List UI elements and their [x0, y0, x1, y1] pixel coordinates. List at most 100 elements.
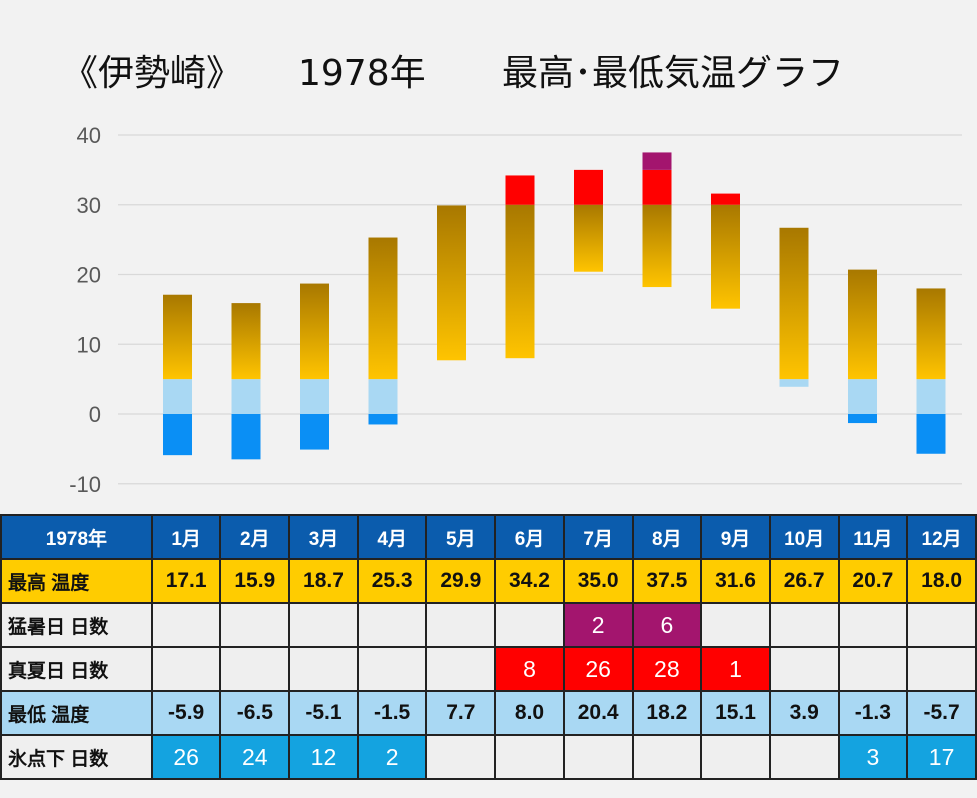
header-month: 9月 — [700, 514, 771, 560]
bars — [163, 152, 946, 460]
table-cell: 2 — [562, 602, 634, 648]
table-cell — [356, 602, 428, 648]
table-cell: 8.0 — [494, 690, 565, 736]
table-cell — [768, 734, 840, 780]
table-cell — [288, 646, 359, 692]
table-cell: 7.7 — [425, 690, 497, 736]
row-label: 氷点下 日数 — [0, 734, 153, 780]
table-cell: 37.5 — [631, 558, 703, 604]
bar-segment-cool — [848, 379, 877, 414]
table-cell — [219, 646, 291, 692]
table-cell: 18.7 — [288, 558, 359, 604]
table-cell — [906, 646, 977, 692]
bar-segment-warm — [779, 227, 809, 380]
title-location: 《伊勢崎》 — [62, 53, 243, 94]
bar-segment-warm — [711, 204, 740, 309]
month-bar — [574, 169, 603, 272]
bar-segment-warm — [231, 303, 261, 380]
header-month: 2月 — [219, 514, 291, 560]
table-cell: 3.9 — [768, 690, 840, 736]
header-month: 5月 — [425, 514, 497, 560]
table-cell: 8 — [494, 646, 565, 692]
bar-segment-warm — [163, 294, 192, 380]
month-bar — [231, 303, 261, 460]
table-cell — [425, 734, 497, 780]
month-bar — [437, 205, 466, 361]
table-cell — [219, 602, 291, 648]
table-cell — [425, 602, 497, 648]
table-cell — [837, 646, 909, 692]
bar-segment-manatsu — [505, 175, 535, 205]
month-bar — [368, 237, 398, 425]
header-month: 8月 — [631, 514, 703, 560]
table-cell — [700, 602, 771, 648]
bar-segment-freezing — [916, 414, 946, 454]
month-bar — [163, 294, 192, 456]
month-bar — [779, 227, 809, 387]
table-cell: -1.5 — [356, 690, 428, 736]
temperature-bar-chart: 40 30 20 10 0 -10 — [69, 123, 962, 497]
table-cell: 18.2 — [631, 690, 703, 736]
bar-segment-warm — [642, 204, 672, 288]
row-label: 最高 温度 — [0, 558, 153, 604]
table-cell: 18.0 — [906, 558, 977, 604]
table-cell: 35.0 — [562, 558, 634, 604]
table-cell — [700, 734, 771, 780]
header-month: 4月 — [356, 514, 428, 560]
header-month: 10月 — [768, 514, 840, 560]
month-bar — [642, 152, 672, 288]
header-month: 7月 — [562, 514, 634, 560]
bar-segment-cool — [300, 379, 329, 414]
month-bar — [916, 288, 946, 454]
bar-segment-freezing — [300, 414, 329, 450]
month-bar — [848, 269, 877, 424]
table-cell — [356, 646, 428, 692]
table-row-manatsu: 真夏日 日数 8 26 28 1 — [0, 646, 977, 692]
table-cell — [768, 646, 840, 692]
table-cell — [288, 602, 359, 648]
table-header-row: 1978年 1月 2月 3月 4月 5月 6月 7月 8月 9月 10月 11月 12月 — [0, 514, 977, 560]
y-tick-label: 40 — [77, 123, 101, 148]
table-cell — [494, 734, 565, 780]
title-text: 最高･最低気温グラフ — [502, 53, 845, 94]
title-year: 1978年 — [298, 53, 426, 94]
bar-segment-freezing — [163, 414, 192, 456]
bar-segment-manatsu — [574, 169, 603, 205]
header-month: 3月 — [288, 514, 359, 560]
bar-segment-freezing — [231, 414, 261, 460]
chart-title: 《伊勢崎》 1978年 最高･最低気温グラフ — [0, 44, 977, 104]
bar-segment-warm — [848, 269, 877, 380]
table-row-max: 最高 温度 17.1 15.9 18.7 25.3 29.9 34.2 35.0 37.5 31.… — [0, 558, 977, 604]
bar-segment-manatsu — [711, 193, 740, 205]
bar-segment-freezing — [848, 414, 877, 424]
table-cell: -5.1 — [288, 690, 359, 736]
table-cell — [631, 734, 703, 780]
bar-segment-cool — [231, 379, 261, 414]
header-year: 1978年 — [0, 514, 153, 560]
bar-segment-warm — [437, 205, 466, 361]
table-cell: 3 — [837, 734, 909, 780]
table-cell: 26 — [562, 646, 634, 692]
y-tick-label: 0 — [89, 402, 101, 427]
bar-segment-warm — [916, 288, 946, 380]
y-tick-label: 30 — [77, 193, 101, 218]
bar-segment-cool — [916, 379, 946, 414]
bar-segment-cool — [368, 379, 398, 414]
table-cell: -6.5 — [219, 690, 291, 736]
table-cell — [837, 602, 909, 648]
bar-segment-warm — [574, 204, 603, 272]
month-bar — [711, 193, 740, 309]
y-tick-label: -10 — [69, 472, 101, 497]
table-cell: 1 — [700, 646, 771, 692]
bar-segment-warm — [300, 283, 329, 380]
table-cell: 34.2 — [494, 558, 565, 604]
table-cell — [494, 602, 565, 648]
table-cell — [562, 734, 634, 780]
header-month: 11月 — [837, 514, 909, 560]
table-cell: 24 — [219, 734, 291, 780]
table-cell: 12 — [288, 734, 359, 780]
table-cell: 15.9 — [219, 558, 291, 604]
bar-segment-cool — [779, 379, 809, 387]
table-cell: 29.9 — [425, 558, 497, 604]
